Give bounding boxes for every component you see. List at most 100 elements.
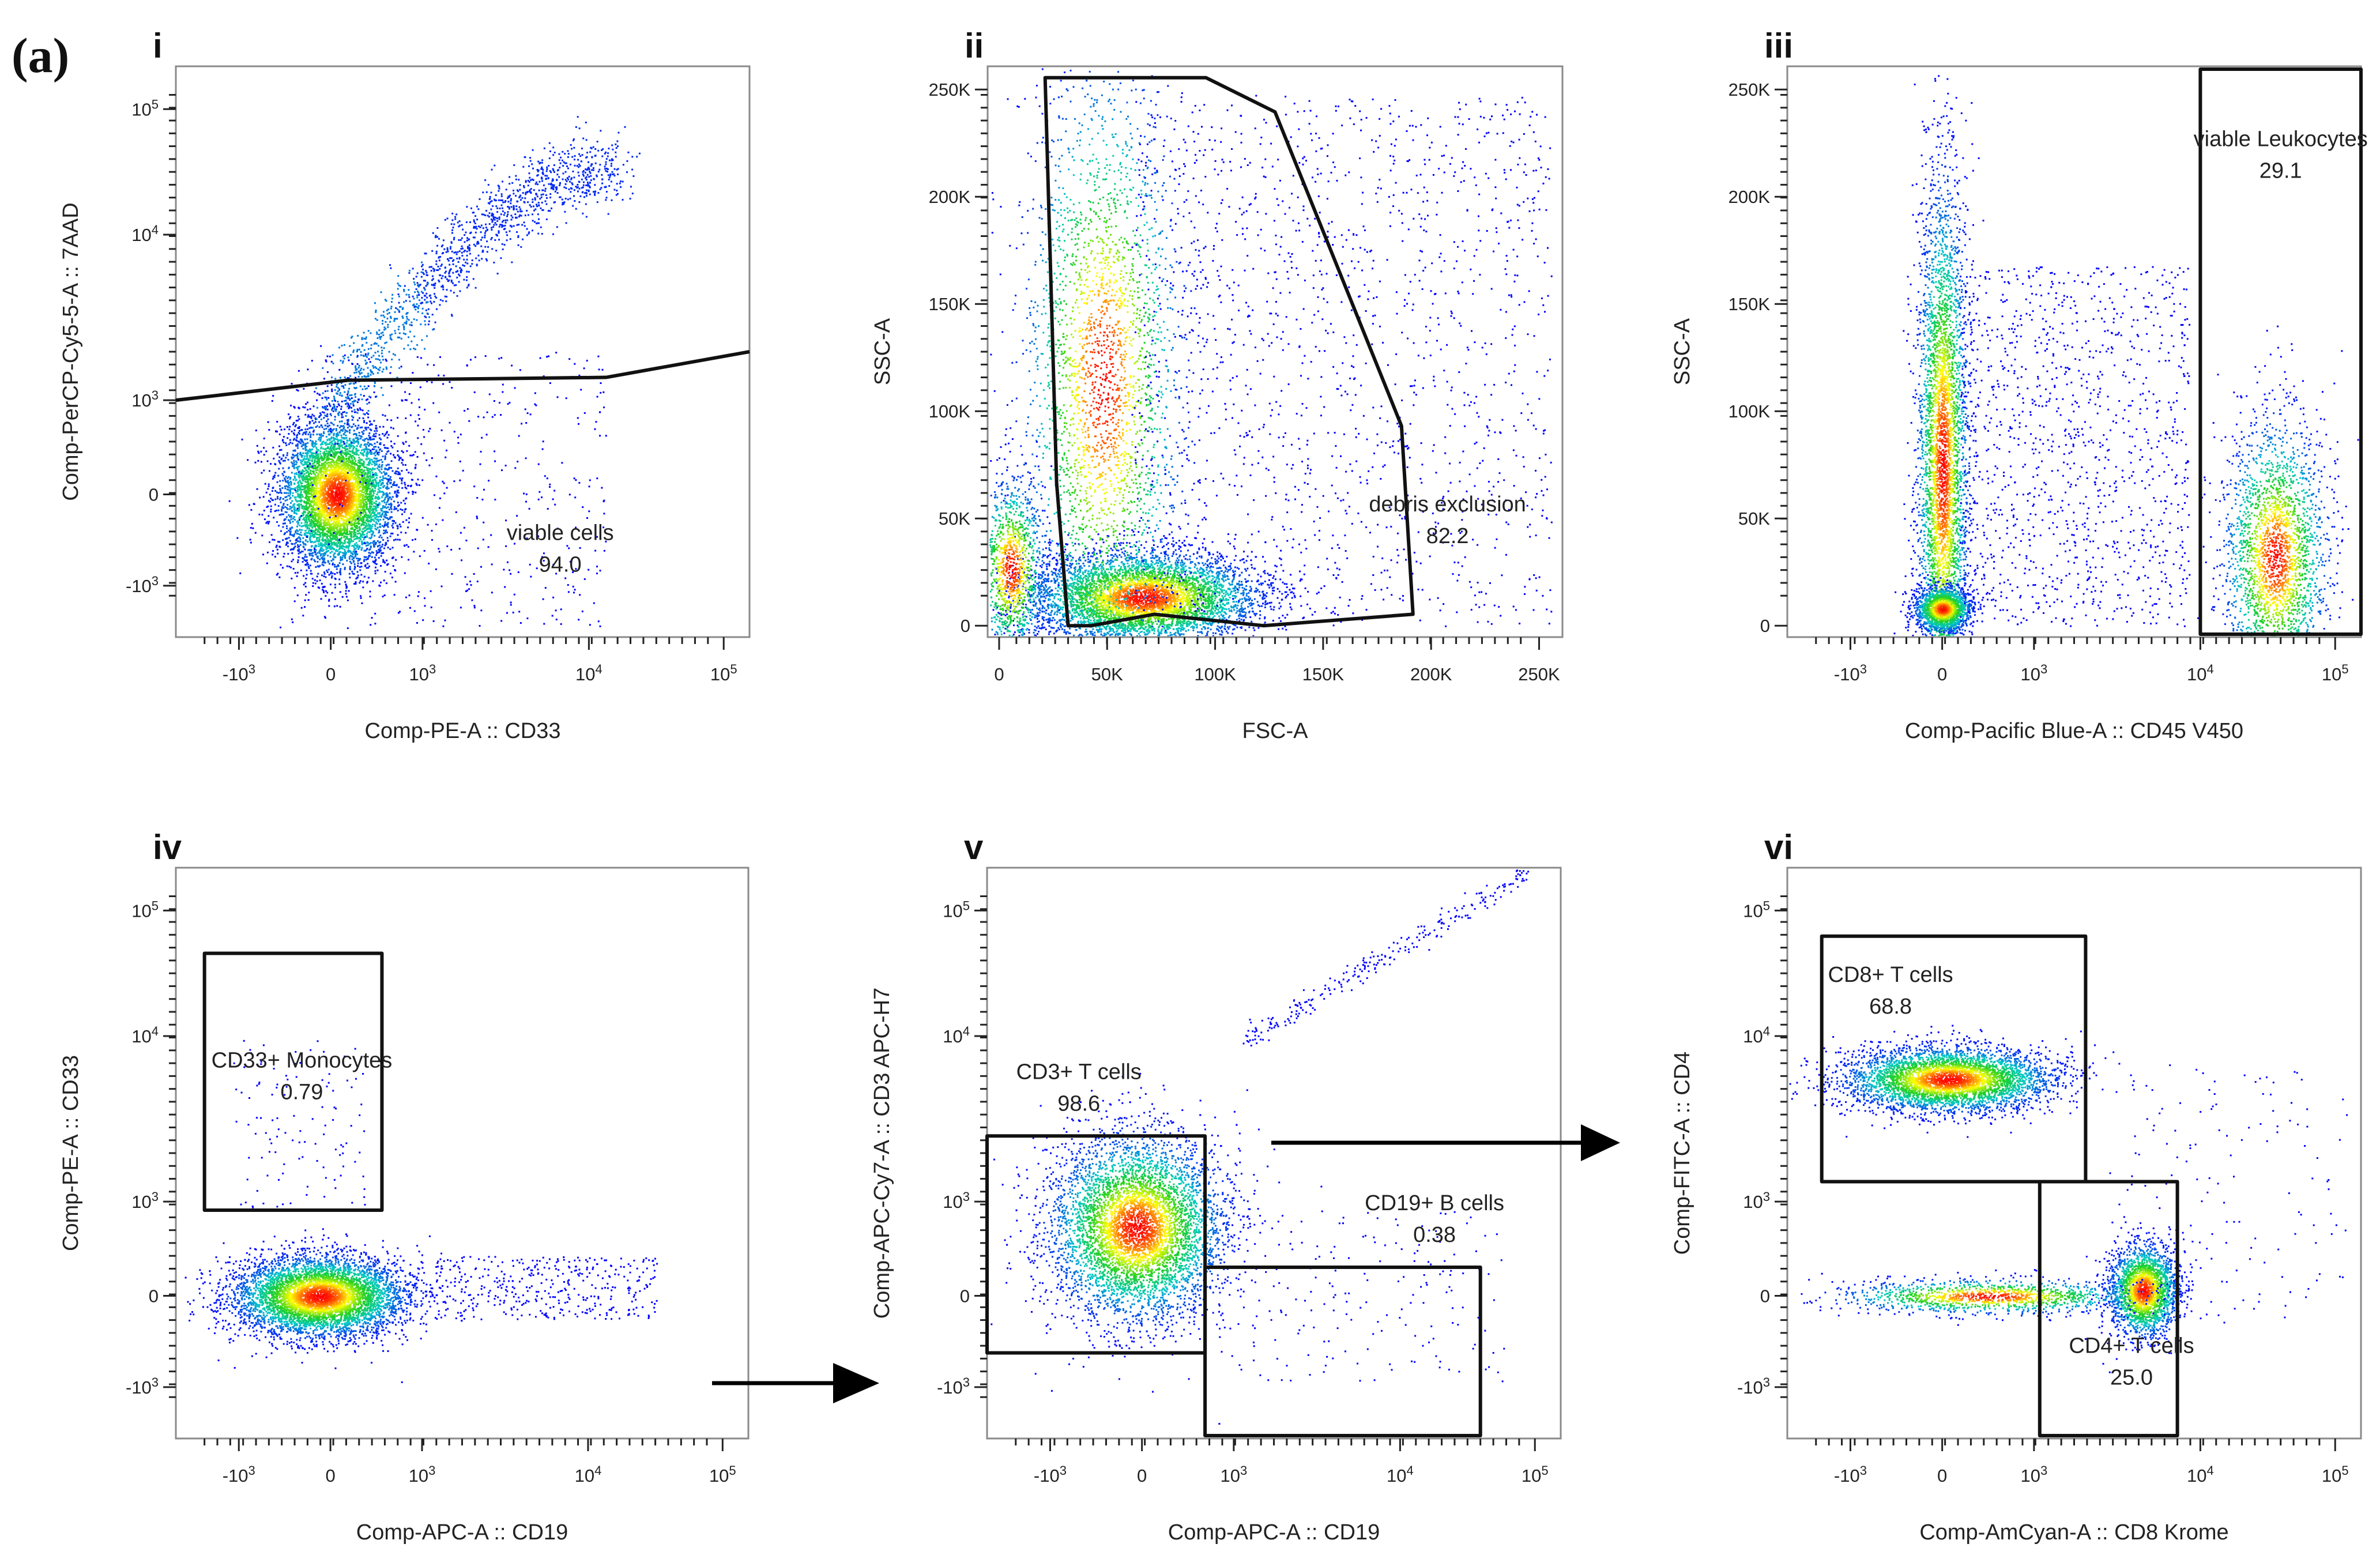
event-dot: [404, 482, 405, 484]
event-dot: [285, 492, 287, 494]
event-dot: [336, 572, 338, 574]
event-dot: [278, 446, 280, 447]
event-dot: [392, 470, 394, 472]
event-dot: [401, 400, 403, 402]
event-dot: [306, 574, 308, 575]
event-dot: [360, 444, 362, 446]
event-dot: [355, 509, 357, 510]
figure-label: (a): [12, 28, 69, 83]
event-dot: [291, 534, 293, 536]
event-dot: [325, 428, 327, 430]
event-dot: [322, 411, 323, 413]
event-dot: [352, 419, 353, 421]
event-dot: [353, 547, 355, 548]
event-dot: [359, 522, 360, 524]
event-dot: [283, 475, 284, 476]
event-dot: [278, 460, 280, 462]
event-dot: [283, 436, 285, 438]
event-dot: [372, 495, 374, 497]
event-dot: [384, 477, 386, 479]
event-dot: [345, 590, 347, 592]
event-dot: [347, 489, 349, 491]
event-dot: [286, 511, 288, 513]
event-dot: [306, 484, 308, 485]
event-dot: [390, 479, 392, 481]
scatter-points: [229, 116, 641, 629]
event-dot: [274, 472, 276, 474]
event-dot: [323, 549, 325, 551]
event-dot: [342, 523, 344, 525]
event-dot: [379, 519, 381, 521]
event-dot: [339, 489, 341, 491]
event-dot: [323, 558, 325, 559]
event-dot: [387, 511, 389, 513]
event-dot: [310, 481, 312, 483]
event-dot: [336, 406, 338, 408]
event-dot: [391, 486, 393, 488]
event-dot: [391, 525, 393, 526]
event-dot: [294, 407, 296, 409]
event-dot: [391, 460, 393, 462]
event-dot: [278, 492, 280, 494]
event-dot: [330, 552, 332, 553]
event-dot: [401, 477, 403, 479]
event-dot: [411, 479, 413, 481]
event-dot: [294, 587, 296, 589]
event-dot: [379, 476, 381, 478]
event-dot: [386, 507, 387, 509]
event-dot: [376, 460, 378, 462]
event-dot: [279, 485, 281, 487]
event-dot: [427, 524, 429, 526]
event-dot: [284, 496, 286, 498]
event-dot: [331, 389, 333, 390]
event-dot: [375, 485, 377, 487]
event-dot: [397, 539, 398, 540]
event-dot: [302, 561, 304, 563]
event-dot: [405, 519, 407, 521]
event-dot: [327, 535, 329, 537]
event-dot: [363, 449, 364, 450]
event-dot: [317, 453, 319, 455]
event-dot: [290, 567, 292, 568]
event-dot: [315, 469, 317, 471]
event-dot: [315, 517, 317, 519]
event-dot: [390, 536, 391, 537]
event-dot: [295, 425, 296, 427]
event-dot: [384, 447, 386, 449]
event-dot: [374, 557, 376, 559]
event-dot: [276, 521, 278, 523]
event-dot: [351, 502, 352, 503]
event-dot: [323, 412, 325, 413]
event-dot: [293, 536, 295, 537]
event-dot: [283, 460, 284, 462]
event-dot: [359, 458, 361, 460]
event-dot: [382, 461, 383, 463]
event-dot: [379, 547, 381, 549]
event-dot: [301, 446, 303, 447]
event-dot: [239, 573, 241, 574]
event-dot: [323, 457, 325, 459]
event-dot: [341, 454, 342, 455]
event-dot: [333, 434, 334, 436]
event-dot: [293, 460, 295, 462]
event-dot: [355, 382, 356, 383]
event-dot: [360, 595, 361, 597]
event-dot: [385, 571, 386, 573]
event-dot: [384, 468, 386, 469]
event-dot: [289, 416, 291, 418]
event-dot: [318, 449, 319, 451]
event-dot: [383, 548, 385, 549]
event-dot: [364, 443, 366, 445]
event-dot: [397, 510, 399, 511]
event-dot: [363, 417, 364, 419]
event-dot: [317, 573, 319, 575]
event-dot: [257, 445, 258, 447]
event-dot: [359, 435, 360, 436]
event-dot: [279, 488, 281, 490]
event-dot: [285, 476, 287, 477]
event-dot: [382, 455, 384, 457]
event-dot: [295, 530, 296, 532]
event-dot: [296, 434, 298, 436]
event-dot: [359, 540, 360, 542]
event-dot: [337, 425, 338, 427]
